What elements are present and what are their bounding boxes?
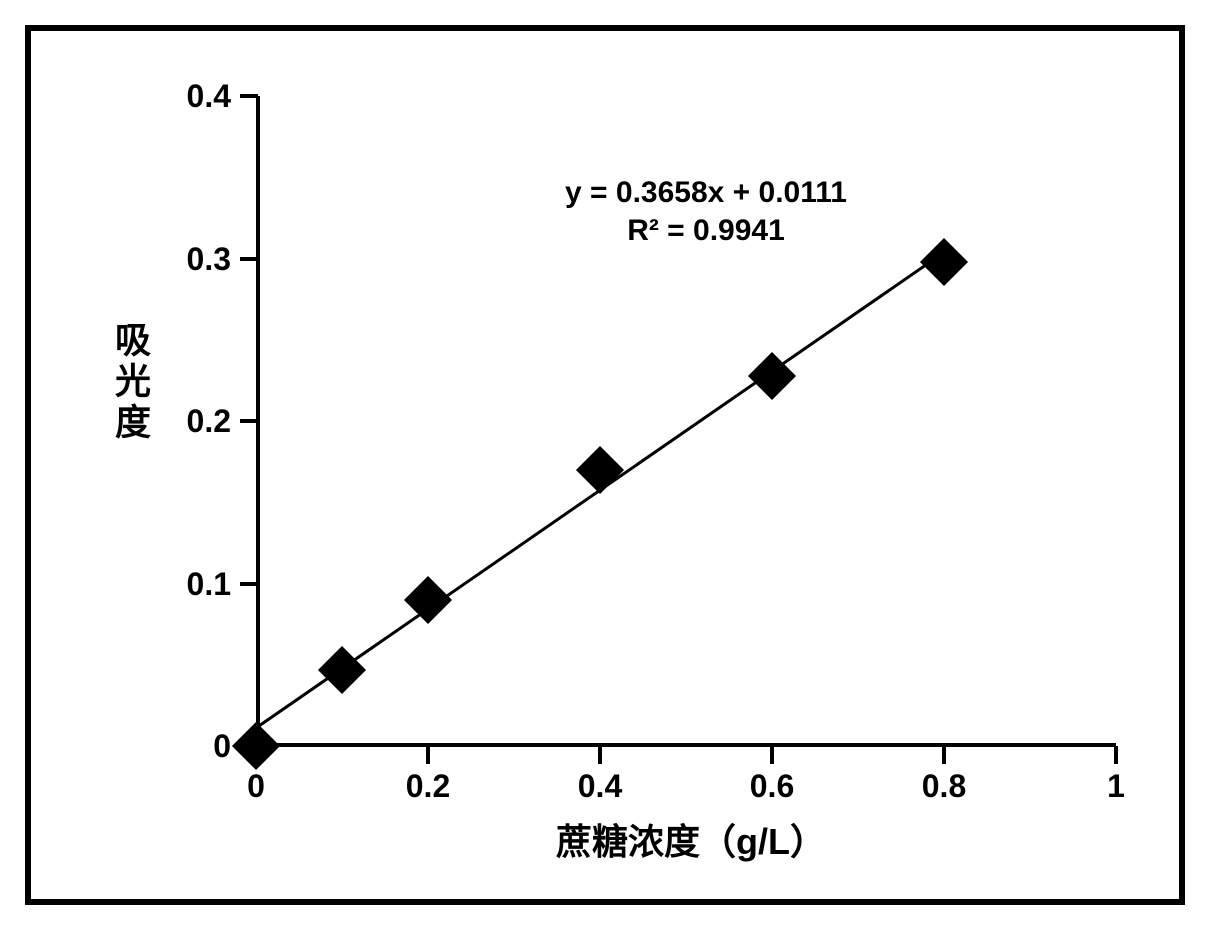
- x-tick-label: 0: [216, 768, 296, 805]
- r-squared-value: R² = 0.9941: [496, 214, 916, 248]
- x-tick-label: 0.8: [904, 768, 984, 805]
- chart-frame: 吸光度 蔗糖浓度（g/L） 0 0.1 0.2 0.3 0.4 0 0.2 0.4 0.6 0.…: [25, 25, 1185, 905]
- y-tick-label: 0.1: [161, 566, 231, 603]
- x-tick-label: 0.2: [388, 768, 468, 805]
- x-axis-label: 蔗糖浓度（g/L）: [466, 813, 916, 865]
- x-tick: [942, 746, 946, 764]
- chart-container: 吸光度 蔗糖浓度（g/L） 00.10.20.30.4 00.20.40.60.…: [116, 71, 1151, 861]
- y-axis-label: 吸光度: [116, 321, 156, 444]
- y-tick-label: 0.3: [161, 241, 231, 278]
- regression-equation: y = 0.3658x + 0.0111: [496, 176, 916, 210]
- x-tick: [770, 746, 774, 764]
- y-tick-label: 0.4: [161, 78, 231, 115]
- y-tick-label: 0: [161, 728, 231, 765]
- x-tick: [426, 746, 430, 764]
- x-tick-label: 1: [1076, 768, 1156, 805]
- x-tick-label: 0.6: [732, 768, 812, 805]
- y-tick-label: 0.2: [161, 403, 231, 440]
- x-tick-label: 0.4: [560, 768, 640, 805]
- x-tick: [1114, 746, 1118, 764]
- x-tick: [598, 746, 602, 764]
